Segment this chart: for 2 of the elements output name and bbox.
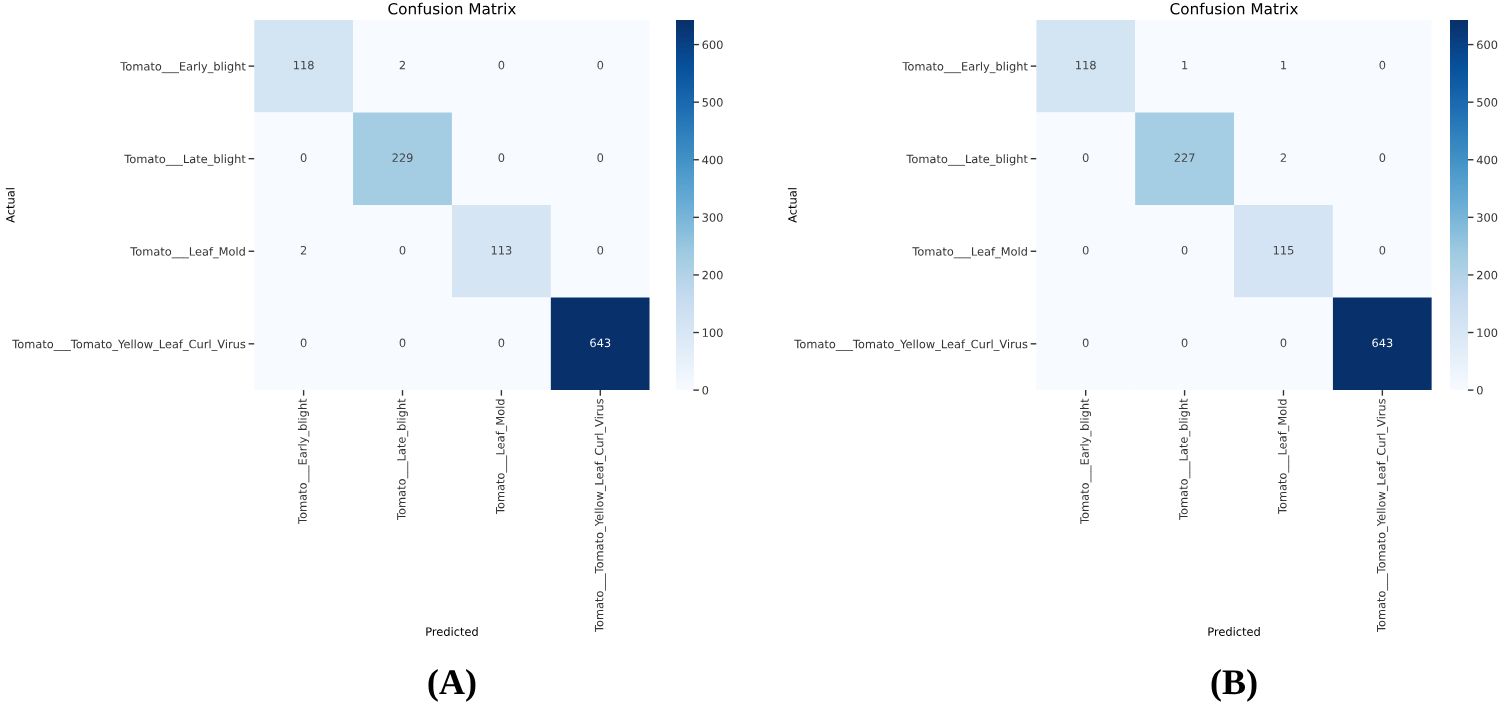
text: (B): [1211, 668, 1257, 702]
text: (A): [428, 668, 476, 702]
